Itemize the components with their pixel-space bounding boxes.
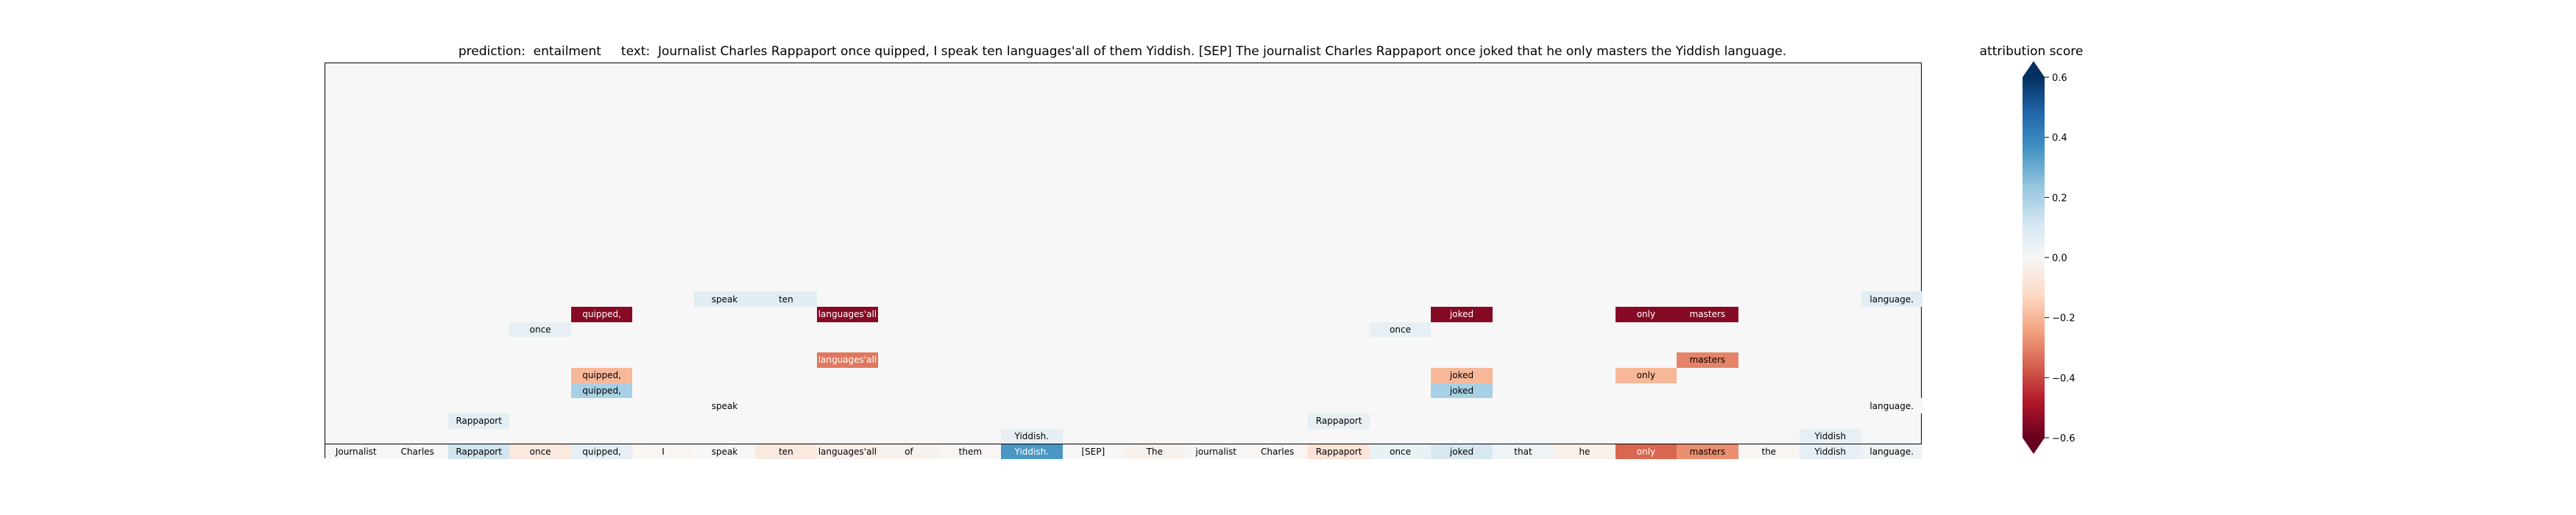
token-cell: quipped, — [570, 444, 633, 459]
attribution-cell: Rappaport — [447, 413, 510, 429]
attribution-cell: only — [1615, 367, 1677, 383]
chart-title: prediction: entailment text: Journalist … — [458, 44, 1787, 59]
token-cell: that — [1492, 444, 1554, 459]
attribution-cell: joked — [1431, 383, 1493, 399]
colorbar-gradient — [2023, 77, 2045, 438]
token-cell: speak — [693, 444, 756, 459]
token-cell: joked — [1431, 444, 1493, 459]
token-cell: [SEP] — [1062, 444, 1124, 459]
token-cell: ten — [755, 444, 817, 459]
attribution-cell: Yiddish — [1800, 428, 1861, 444]
token-cell: Charles — [1246, 444, 1309, 459]
attribution-cell: languages'all — [816, 352, 879, 368]
attribution-cell: language. — [1861, 291, 1922, 308]
token-cell: language. — [1861, 444, 1922, 459]
attribution-cell: ten — [755, 291, 817, 308]
token-cell: only — [1615, 444, 1677, 459]
attribution-cell: languages'all — [816, 307, 879, 322]
attribution-cell: joked — [1431, 367, 1493, 383]
token-cell: The — [1124, 444, 1186, 459]
attribution-cell: language. — [1861, 398, 1922, 413]
attribution-cell: once — [509, 322, 571, 338]
token-cell: he — [1554, 444, 1616, 459]
colorbar-tick-label: 0.6 — [2052, 73, 2067, 84]
token-cell: once — [509, 444, 571, 459]
token-cell: I — [632, 444, 694, 459]
attribution-cell: masters — [1677, 352, 1738, 368]
token-cell: Journalist — [325, 444, 387, 459]
token-cell: them — [939, 444, 1002, 459]
token-cell: Yiddish — [1800, 444, 1861, 459]
token-cell: Yiddish. — [1001, 444, 1063, 459]
attribution-cell: once — [1369, 322, 1432, 338]
token-cell: languages'all — [816, 444, 879, 459]
attribution-cell: speak — [693, 291, 756, 308]
colorbar-tick-label: 0.2 — [2052, 193, 2067, 204]
token-cell: Charles — [386, 444, 448, 459]
attribution-cell: masters — [1677, 307, 1738, 322]
token-cell: Rappaport — [447, 444, 510, 459]
token-cell: masters — [1677, 444, 1738, 459]
colorbar-tick-label: −0.2 — [2052, 313, 2076, 324]
token-cell: the — [1738, 444, 1800, 459]
token-cell: of — [878, 444, 940, 459]
attribution-cell: quipped, — [570, 383, 633, 399]
colorbar: 0.6 0.4 0.2 0.0 −0.2 −0.4 −0.6 — [2023, 61, 2076, 454]
colorbar-tick-label: 0.4 — [2052, 133, 2067, 144]
attribution-cell: only — [1615, 307, 1677, 322]
colorbar-extend-min — [2023, 438, 2045, 454]
attribution-cell: Yiddish. — [1001, 428, 1063, 444]
attribution-cell: speak — [693, 398, 756, 413]
token-cell: once — [1369, 444, 1432, 459]
attribution-cell: quipped, — [570, 367, 633, 383]
attribution-cell: joked — [1431, 307, 1493, 322]
colorbar-tick-label: −0.6 — [2052, 433, 2076, 444]
token-cell: journalist — [1185, 444, 1247, 459]
token-cell: Rappaport — [1308, 444, 1370, 459]
colorbar-label: attribution score — [1979, 44, 2084, 59]
colorbar-tick-label: 0.0 — [2052, 253, 2067, 264]
attribution-cell: Rappaport — [1308, 413, 1370, 429]
attribution-cell: quipped, — [570, 307, 633, 322]
colorbar-extend-max — [2023, 61, 2045, 77]
colorbar-tick-label: −0.4 — [2052, 373, 2076, 384]
